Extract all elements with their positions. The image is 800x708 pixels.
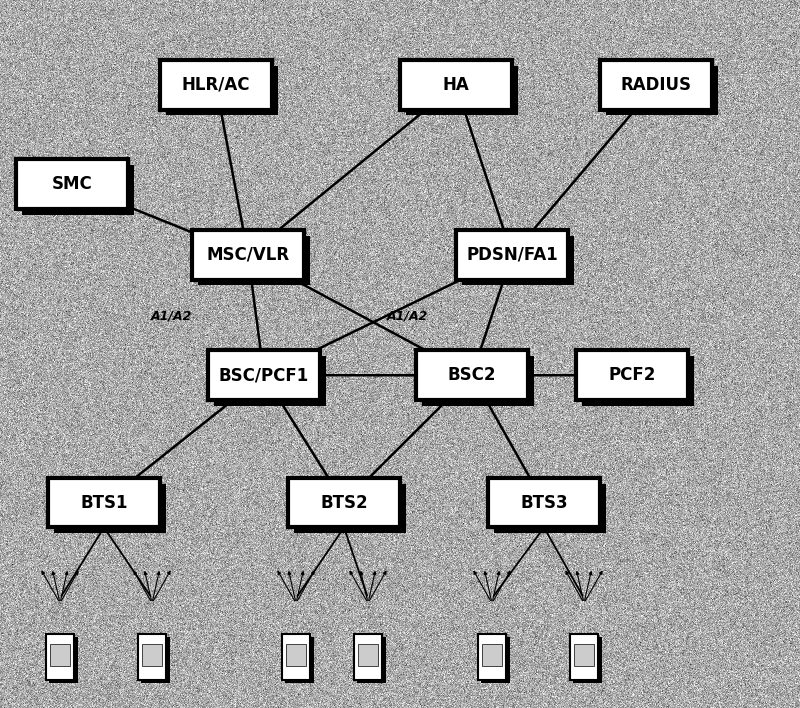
FancyBboxPatch shape (288, 478, 400, 527)
FancyBboxPatch shape (354, 634, 382, 680)
FancyBboxPatch shape (600, 60, 712, 110)
FancyBboxPatch shape (574, 644, 594, 666)
FancyBboxPatch shape (422, 356, 534, 406)
FancyBboxPatch shape (606, 66, 718, 115)
FancyBboxPatch shape (482, 644, 502, 666)
Text: RADIUS: RADIUS (621, 76, 691, 94)
FancyBboxPatch shape (358, 644, 378, 666)
FancyBboxPatch shape (48, 478, 160, 527)
FancyBboxPatch shape (582, 356, 694, 406)
FancyBboxPatch shape (192, 230, 304, 280)
FancyBboxPatch shape (160, 60, 272, 110)
FancyBboxPatch shape (166, 66, 278, 115)
FancyBboxPatch shape (138, 634, 166, 680)
FancyBboxPatch shape (406, 66, 518, 115)
FancyBboxPatch shape (286, 637, 314, 683)
FancyBboxPatch shape (50, 644, 70, 666)
FancyBboxPatch shape (416, 350, 528, 400)
Text: SMC: SMC (52, 175, 92, 193)
FancyBboxPatch shape (478, 634, 506, 680)
FancyBboxPatch shape (494, 484, 606, 533)
FancyBboxPatch shape (294, 484, 406, 533)
FancyBboxPatch shape (16, 159, 128, 209)
FancyBboxPatch shape (46, 634, 74, 680)
FancyBboxPatch shape (570, 634, 598, 680)
Text: A1/A2: A1/A2 (151, 310, 193, 323)
FancyBboxPatch shape (576, 350, 688, 400)
Text: BSC2: BSC2 (448, 366, 496, 384)
FancyBboxPatch shape (214, 356, 326, 406)
Text: BTS2: BTS2 (320, 493, 368, 512)
FancyBboxPatch shape (282, 634, 310, 680)
FancyBboxPatch shape (50, 637, 78, 683)
Text: BTS3: BTS3 (520, 493, 568, 512)
FancyBboxPatch shape (358, 637, 386, 683)
Text: BTS1: BTS1 (80, 493, 128, 512)
Text: HLR/AC: HLR/AC (182, 76, 250, 94)
FancyBboxPatch shape (208, 350, 320, 400)
FancyBboxPatch shape (142, 637, 170, 683)
FancyBboxPatch shape (198, 236, 310, 285)
Text: MSC/VLR: MSC/VLR (206, 246, 290, 264)
Text: PDSN/FA1: PDSN/FA1 (466, 246, 558, 264)
Text: BSC/PCF1: BSC/PCF1 (219, 366, 309, 384)
FancyBboxPatch shape (456, 230, 568, 280)
FancyBboxPatch shape (142, 644, 162, 666)
FancyBboxPatch shape (286, 644, 306, 666)
Text: PCF2: PCF2 (608, 366, 656, 384)
FancyBboxPatch shape (488, 478, 600, 527)
FancyBboxPatch shape (22, 165, 134, 215)
FancyBboxPatch shape (574, 637, 602, 683)
Text: HA: HA (442, 76, 470, 94)
FancyBboxPatch shape (482, 637, 510, 683)
FancyBboxPatch shape (462, 236, 574, 285)
Text: A1/A2: A1/A2 (387, 310, 429, 323)
FancyBboxPatch shape (400, 60, 512, 110)
FancyBboxPatch shape (54, 484, 166, 533)
